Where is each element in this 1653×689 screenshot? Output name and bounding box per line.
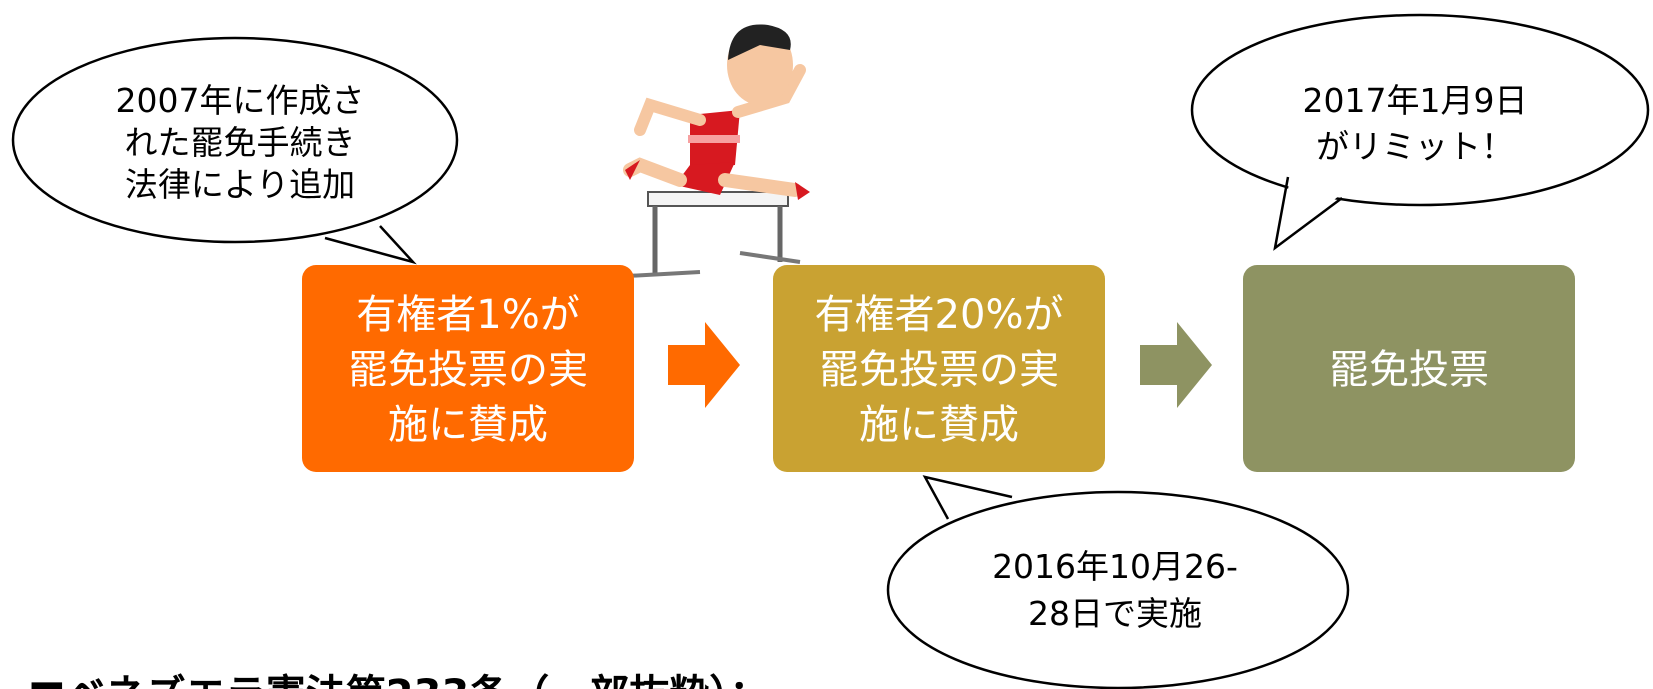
step-text: 罷免投票の実: [819, 347, 1059, 393]
bubble-text: がリミット！: [1316, 127, 1514, 166]
step-text: 施に賛成: [859, 402, 1019, 448]
step-text: 施に賛成: [388, 402, 548, 448]
step-text: 有権者1%が: [356, 292, 579, 338]
bubble-text: 28日で実施: [1028, 594, 1202, 633]
bubble-text: れた罷免手続き: [125, 123, 356, 162]
bubble-text: 2016年10月26-: [992, 547, 1238, 586]
step-text: 罷免投票の実: [348, 347, 588, 393]
step-text: 罷免投票: [1329, 347, 1489, 393]
hurdler-illustration: [609, 24, 810, 279]
bubble-text: 2007年に作成さ: [116, 81, 365, 120]
step-box: 有権者20%が 罷免投票の実 施に賛成: [773, 265, 1105, 472]
bubble-text: 2017年1月9日: [1303, 81, 1528, 120]
arrow: [668, 322, 740, 408]
arrow: [1140, 322, 1212, 408]
bubble-text: 法律により追加: [125, 165, 355, 204]
step-text: 有権者20%が: [815, 292, 1064, 338]
speech-bubble: 2016年10月26- 28日で実施: [886, 475, 1350, 689]
step-box: 罷免投票: [1243, 265, 1575, 472]
section-heading: ■ベネズエラ憲法第233条（一部抜粋）：: [28, 672, 769, 689]
speech-bubble: 2007年に作成さ れた罷免手続き 法律により追加: [11, 36, 459, 265]
step-box: 有権者1%が 罷免投票の実 施に賛成: [302, 265, 634, 472]
speech-bubble: 2017年1月9日 がリミット！: [1190, 13, 1650, 251]
